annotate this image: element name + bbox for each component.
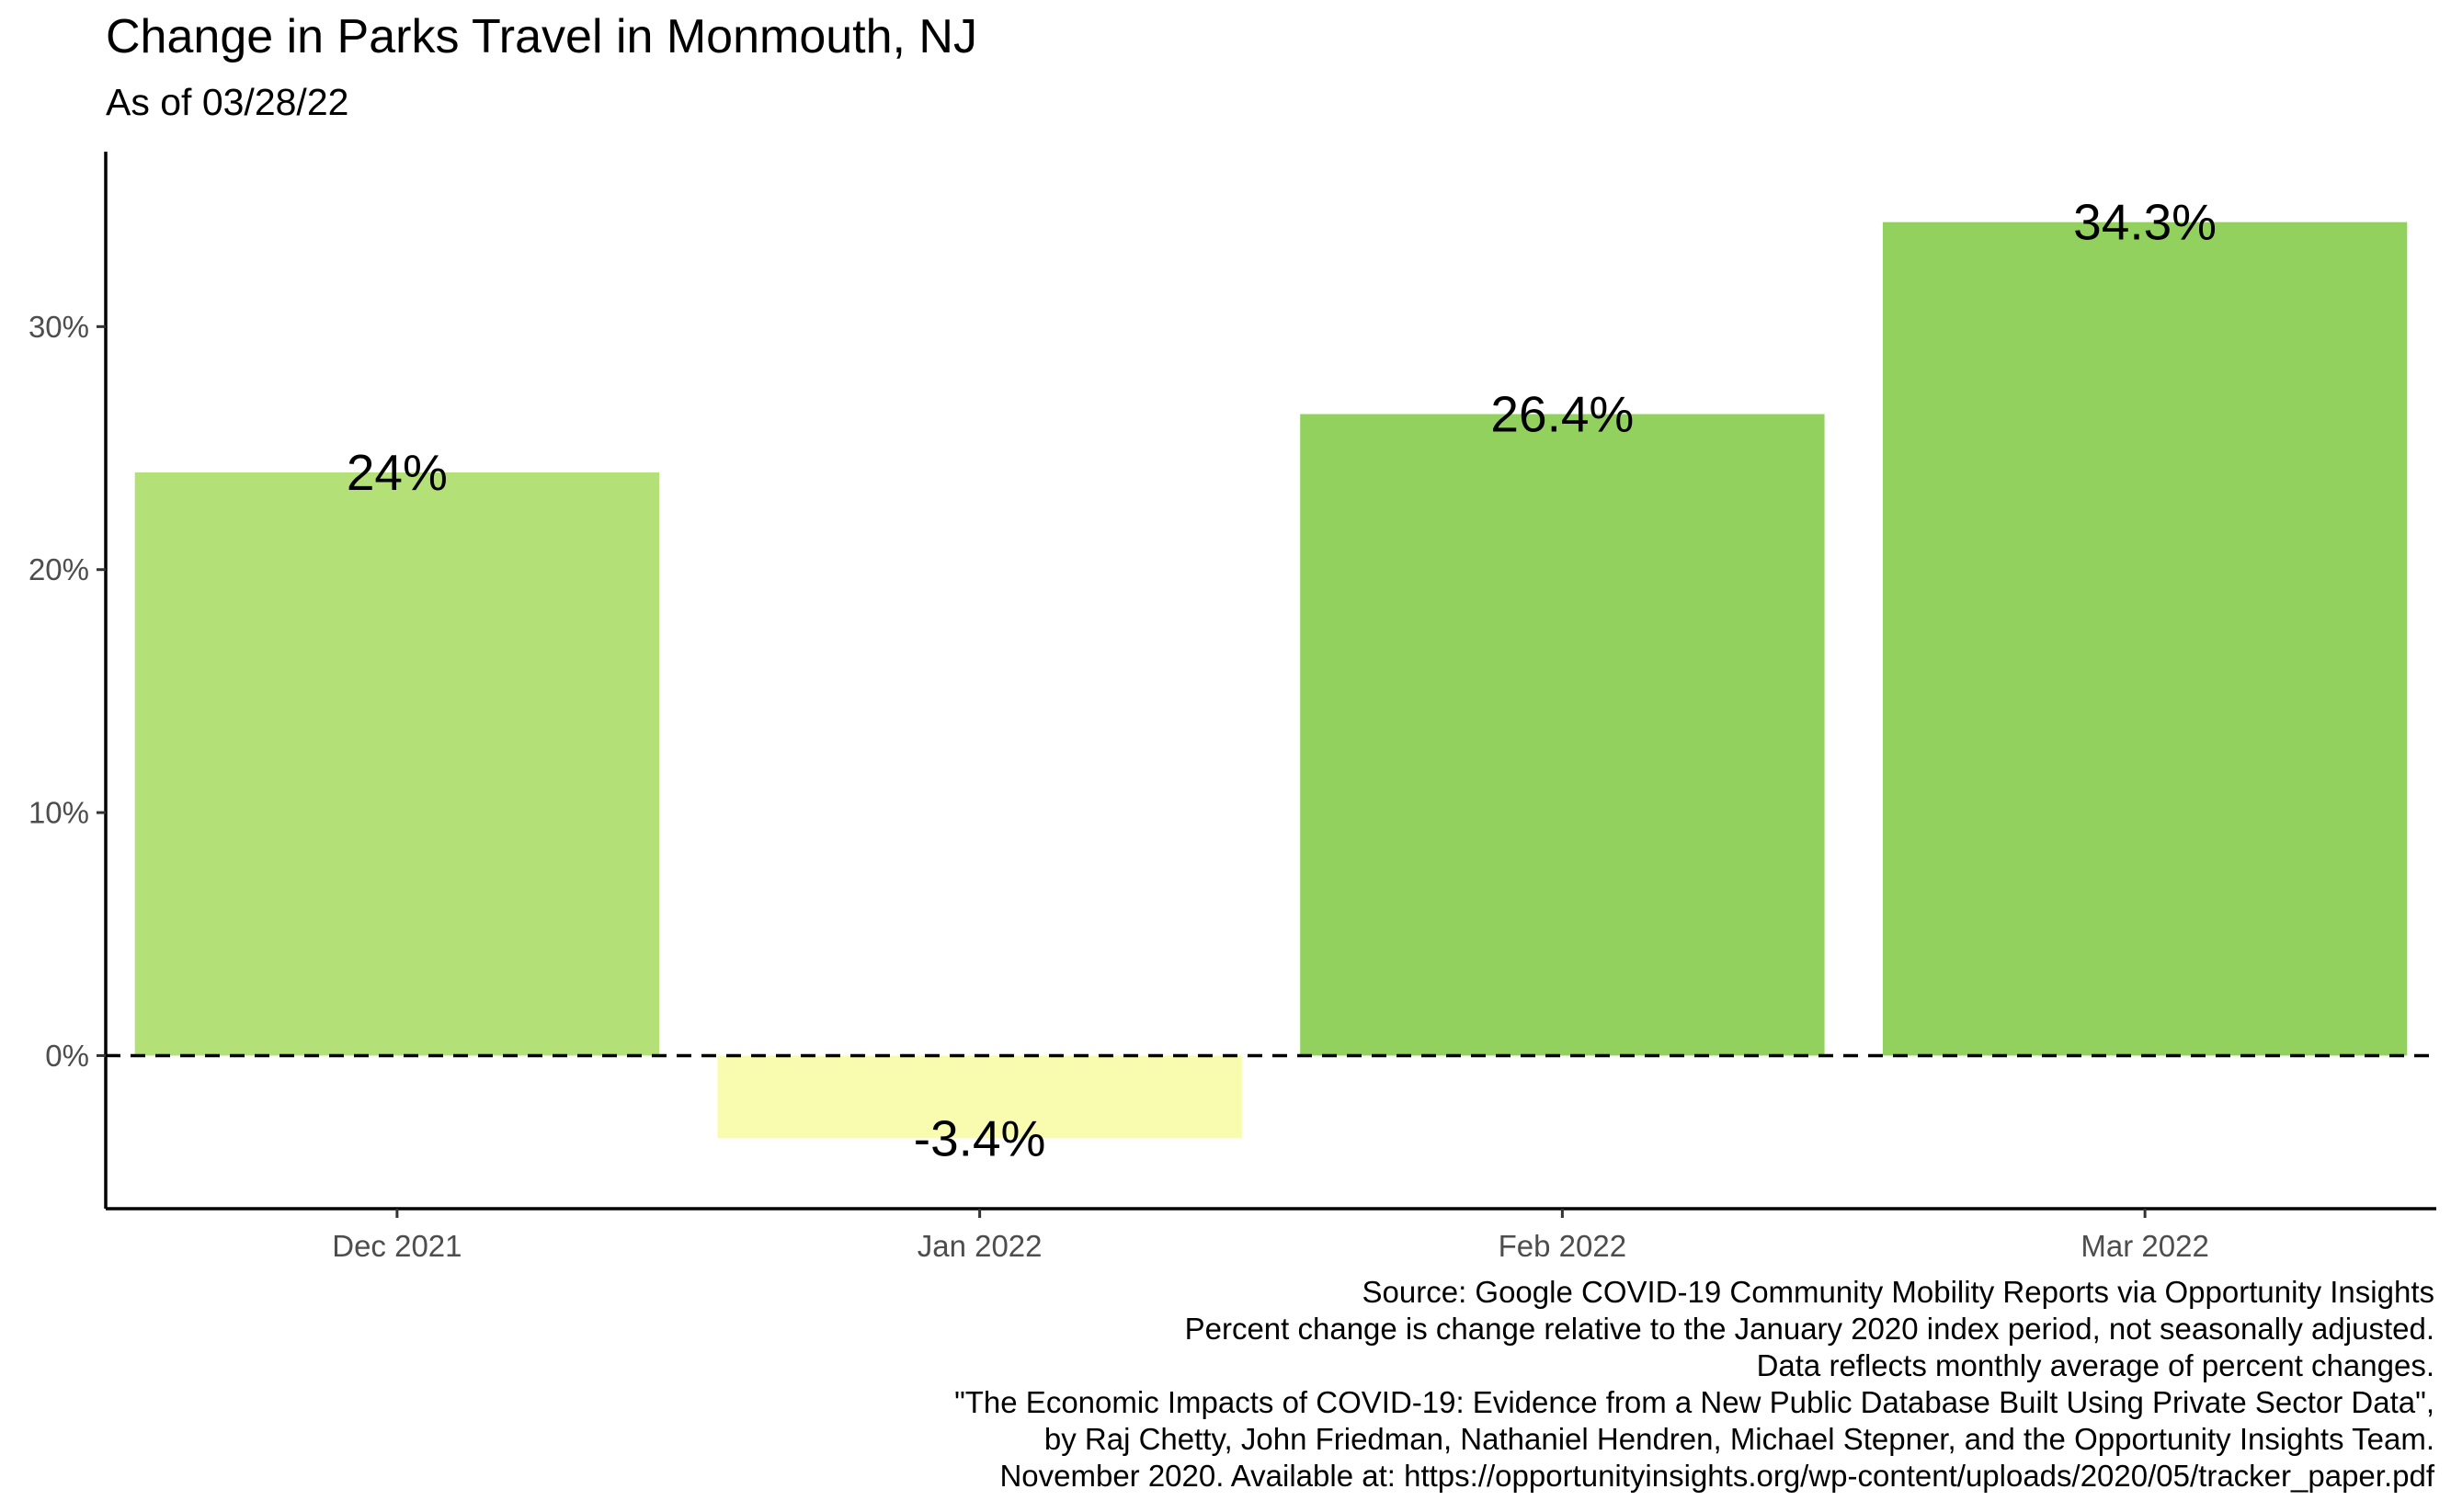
data-label: 26.4% xyxy=(1490,386,1634,443)
data-label: -3.4% xyxy=(914,1109,1046,1166)
chart-caption: Source: Google COVID-19 Community Mobili… xyxy=(228,1274,2434,1495)
caption-line: November 2020. Available at: https://opp… xyxy=(999,1459,2434,1493)
x-tick-label: Mar 2022 xyxy=(2080,1229,2208,1263)
y-tick-label: 0% xyxy=(45,1039,89,1073)
caption-line: Source: Google COVID-19 Community Mobili… xyxy=(1362,1275,2434,1309)
caption-line: by Raj Chetty, John Friedman, Nathaniel … xyxy=(1043,1422,2434,1456)
bar-chart: 0% 10% 20% 30% Dec 2021 Jan 2022 Feb 2022 Mar 2… xyxy=(28,152,2436,1263)
caption-line: Percent change is change relative to the… xyxy=(1184,1312,2434,1346)
y-tick-label: 20% xyxy=(28,552,89,586)
bar xyxy=(134,472,660,1056)
x-tick-label: Feb 2022 xyxy=(1499,1229,1626,1263)
bar xyxy=(1300,414,1825,1056)
caption-line: "The Economic Impacts of COVID-19: Evide… xyxy=(954,1385,2434,1419)
caption-line: Data reflects monthly average of percent… xyxy=(1756,1348,2434,1382)
chart-subtitle: As of 03/28/22 xyxy=(106,81,349,123)
y-tick-label: 30% xyxy=(28,310,89,344)
y-tick-label: 10% xyxy=(28,796,89,830)
x-tick-label: Dec 2021 xyxy=(332,1229,462,1263)
data-label: 24% xyxy=(347,444,448,501)
chart-title: Change in Parks Travel in Monmouth, NJ xyxy=(106,10,977,63)
bar xyxy=(1882,222,2408,1056)
bar xyxy=(717,1055,1242,1139)
x-tick-label: Jan 2022 xyxy=(918,1229,1043,1263)
data-label: 34.3% xyxy=(2073,194,2217,251)
